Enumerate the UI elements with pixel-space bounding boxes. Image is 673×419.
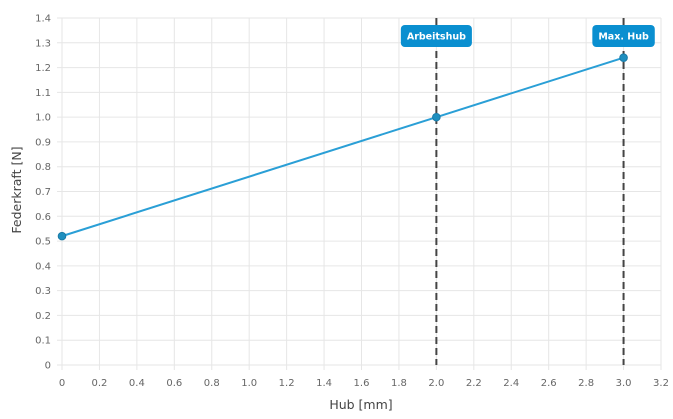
annotation-lines [435, 18, 625, 365]
y-tick-label: 0.8 [35, 162, 51, 173]
y-axis-title: Federkraft [N] [9, 146, 24, 233]
x-tick-label: 1.8 [391, 378, 407, 389]
x-tick-label: 3.2 [653, 378, 669, 389]
y-tick-label: 1.3 [35, 38, 51, 49]
annotation-badges: Arbeitshub Max. Hub [400, 25, 655, 47]
y-tick-label: 0 [45, 361, 51, 372]
y-tick-label: 0.3 [35, 286, 51, 297]
x-tick-label: 2.4 [503, 378, 519, 389]
y-tick-label: 1.4 [35, 14, 51, 25]
x-tick-label: 1.6 [354, 378, 370, 389]
x-tick-label: 1.2 [279, 378, 295, 389]
x-tick-label: 1.0 [241, 378, 257, 389]
x-tick-label: 0.2 [91, 378, 107, 389]
data-point [432, 112, 441, 122]
data-point [619, 53, 628, 62]
annotation-badge-box [592, 25, 655, 47]
y-tick-label: 0.2 [35, 311, 51, 322]
data-point [57, 231, 67, 241]
y-tick-label: 0.5 [35, 237, 51, 248]
series [57, 53, 628, 241]
x-tick-label: 0.4 [129, 378, 145, 389]
y-tick-label: 0.1 [35, 336, 51, 347]
x-axis-title: Hub [mm] [329, 397, 392, 412]
x-tick-label: 0.6 [166, 378, 182, 389]
x-tick-label: 2.6 [541, 378, 557, 389]
x-tick-label: 1.4 [316, 378, 332, 389]
y-tick-label: 1.1 [35, 88, 51, 99]
y-tick-label: 1.0 [35, 113, 51, 124]
series-line [61, 56, 624, 238]
y-axis-ticks: 0 0.1 0.2 0.3 0.4 0.5 0.6 0.7 0.8 0.9 1.0 1.1 1.2 1.3… [35, 14, 51, 372]
x-axis-ticks: 0 0.2 0.4 0.6 0.8 1.0 1.2 1.4 1.6 1.8 2.0 2.2 2.4 2.6… [59, 378, 669, 389]
annotation-badge-2: Max. Hub [592, 25, 655, 47]
y-tick-label: 0.7 [35, 187, 51, 198]
x-tick-label: 2.8 [578, 378, 594, 389]
annotation-badge-box [400, 25, 472, 47]
annotation-label: Arbeitshub [407, 32, 466, 43]
grid [57, 17, 662, 370]
x-tick-label: 2.0 [428, 378, 444, 389]
y-tick-label: 0.6 [35, 212, 51, 223]
y-tick-label: 0.9 [35, 137, 51, 148]
y-tick-label: 0.4 [35, 261, 51, 272]
x-tick-label: 3.0 [616, 378, 632, 389]
y-tick-label: 1.2 [35, 63, 51, 74]
x-tick-label: 0 [59, 378, 65, 389]
x-tick-label: 2.2 [466, 378, 482, 389]
annotation-label: Max. Hub [598, 32, 649, 43]
annotation-badge-1: Arbeitshub [400, 25, 472, 47]
x-tick-label: 0.8 [204, 378, 220, 389]
